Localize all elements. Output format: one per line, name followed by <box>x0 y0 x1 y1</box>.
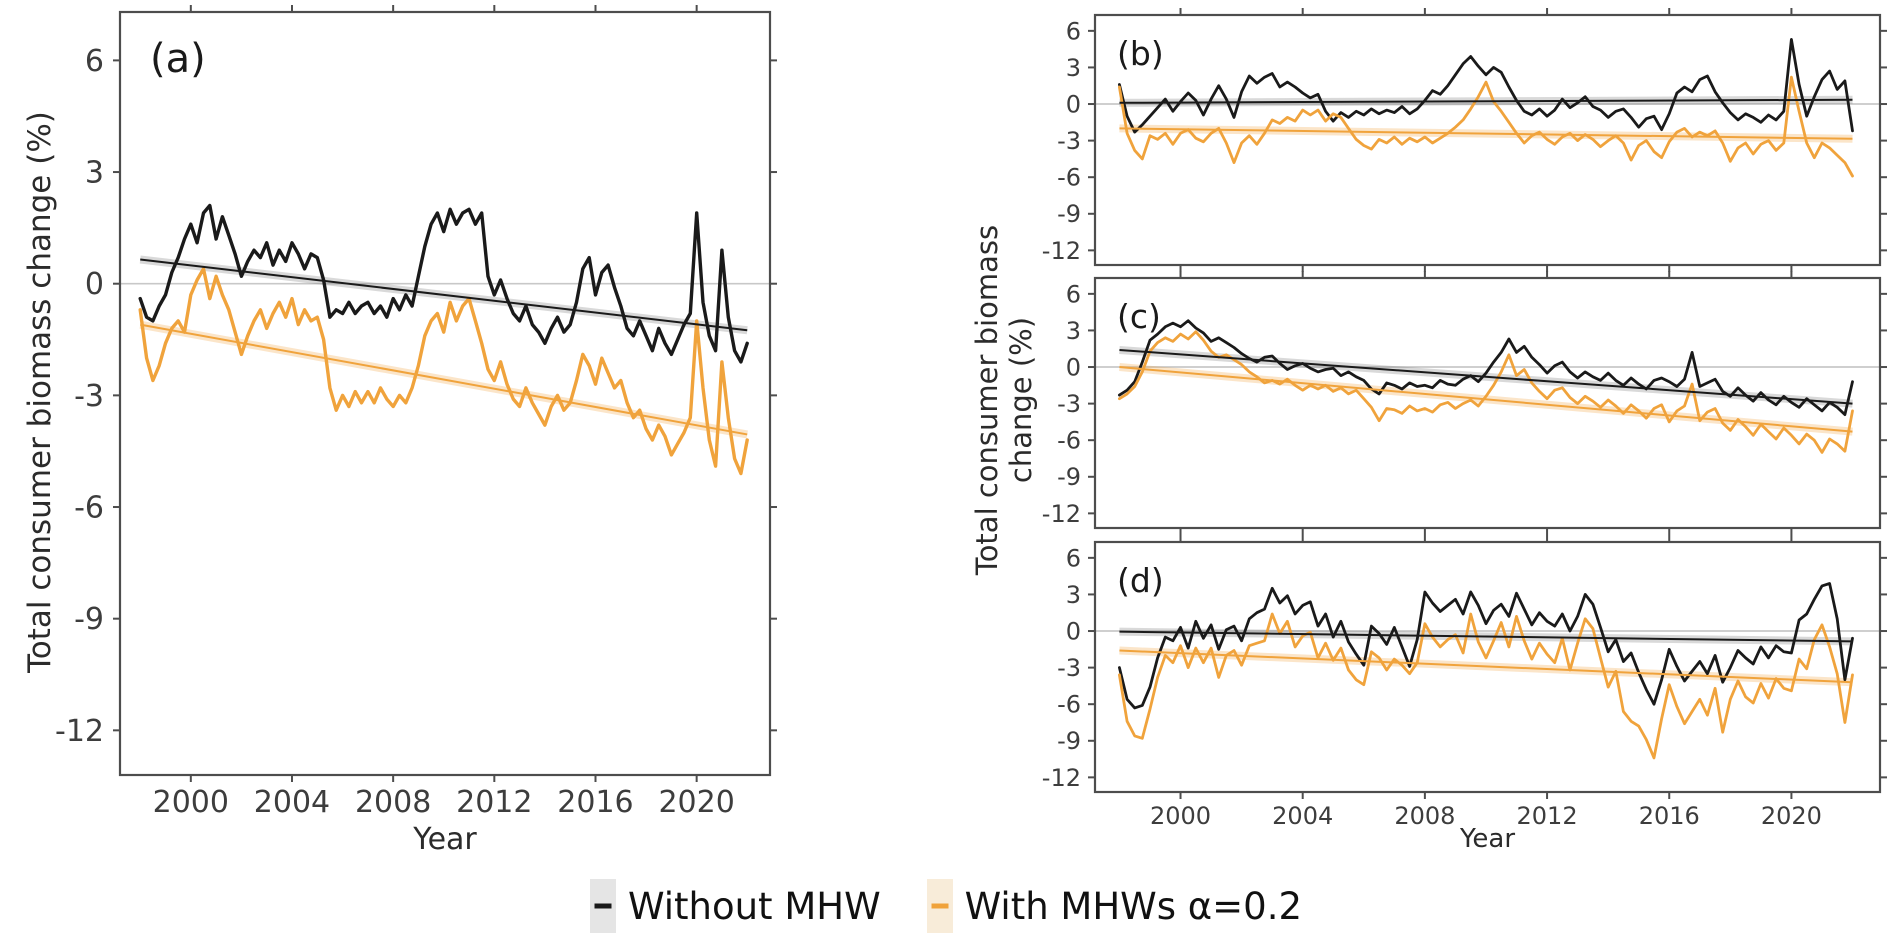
x-tick-label: 2004 <box>254 785 330 820</box>
panel-letter: (d) <box>1117 561 1164 600</box>
legend-label-without-mhw: Without MHW <box>627 884 881 928</box>
x-axis-label-left: Year <box>413 822 477 857</box>
series-with-mhws-line <box>1117 75 1854 178</box>
trend-with-mhws-line <box>1119 649 1853 684</box>
x-tick-label: 2008 <box>355 785 431 820</box>
panel-letter: (b) <box>1117 34 1164 73</box>
series-without-mhw-line <box>1117 319 1854 417</box>
x-tick-label: 2016 <box>557 785 633 820</box>
y-tick-label: 6 <box>1066 280 1081 308</box>
x-tick-label: 2012 <box>1517 802 1578 830</box>
trend-without-mhw-line <box>140 258 748 332</box>
y-tick-label: 0 <box>1066 90 1081 118</box>
x-tick-label: 2000 <box>153 785 229 820</box>
y-tick-label: -12 <box>1042 764 1081 792</box>
y-tick-label: -6 <box>1057 691 1081 719</box>
y-tick-label: -3 <box>1057 390 1081 418</box>
right-y-axis-label-line2: change (%) <box>1004 316 1038 484</box>
y-tick-label: 3 <box>1066 317 1081 345</box>
series-with-mhws-line <box>138 267 749 476</box>
legend-key-with-mhws-icon <box>926 879 953 933</box>
y-tick-label: 6 <box>1066 544 1081 572</box>
trend-without-mhw-line <box>1119 630 1853 643</box>
y-tick-label: -9 <box>1057 200 1081 228</box>
x-tick-label: 2016 <box>1639 802 1700 830</box>
y-tick-label: -3 <box>1057 127 1081 155</box>
trend-with-mhws-line <box>1119 127 1853 140</box>
y-tick-label: -12 <box>1042 237 1081 265</box>
series-with-mhws-line <box>1117 612 1854 760</box>
right-y-axis-label-line1: Total consumer biomass <box>969 224 1004 576</box>
y-tick-label: -3 <box>74 379 104 414</box>
x-tick-label: 2000 <box>1150 802 1211 830</box>
y-tick-label: -9 <box>1057 727 1081 755</box>
y-tick-label: -6 <box>74 491 104 526</box>
trend-without-mhw-line <box>1119 98 1853 104</box>
series-without-mhw-line <box>138 203 749 364</box>
legend-line-without-mhw-icon <box>594 903 612 909</box>
y-tick-label: 0 <box>85 267 104 302</box>
panel-letter: (c) <box>1117 297 1161 336</box>
x-tick-label: 2020 <box>658 785 734 820</box>
legend: Without MHW With MHWs α=0.2 <box>0 866 1892 946</box>
legend-item-with-mhws: With MHWs α=0.2 <box>926 879 1303 933</box>
y-tick-label: -6 <box>1057 427 1081 455</box>
y-tick-label: 3 <box>1066 581 1081 609</box>
legend-line-with-mhws-icon <box>931 903 949 909</box>
y-tick-label: 6 <box>85 44 104 79</box>
x-tick-label: 2012 <box>456 785 532 820</box>
y-tick-label: -3 <box>1057 654 1081 682</box>
legend-item-without-mhw: Without MHW <box>589 879 881 933</box>
y-tick-label: -9 <box>74 602 104 637</box>
x-tick-label: 2008 <box>1394 802 1455 830</box>
legend-label-with-mhws: With MHWs α=0.2 <box>964 884 1303 928</box>
y-tick-label: 3 <box>1066 54 1081 82</box>
series-without-mhw-line <box>1117 38 1854 134</box>
panel-a-chart: 2000 2004 2008 2012 2016 2020 6 3 0 -3 -6 -9 -12 (a) <box>55 5 777 820</box>
y-tick-label: 0 <box>1066 617 1081 645</box>
series-without-mhw-line <box>1117 582 1854 710</box>
y-tick-label: -12 <box>1042 500 1081 528</box>
panel-frame <box>118 10 772 777</box>
y-tick-label: -12 <box>55 714 104 749</box>
y-tick-label: 3 <box>85 156 104 191</box>
y-tick-label: -9 <box>1057 463 1081 491</box>
trend-with-mhws-line <box>1119 366 1853 433</box>
x-tick-label: 2020 <box>1761 802 1822 830</box>
y-tick-label: -6 <box>1057 164 1081 192</box>
legend-key-without-mhw-icon <box>589 879 616 933</box>
trend-with-mhws-line <box>140 323 748 436</box>
y-tick-label: 6 <box>1066 17 1081 45</box>
x-tick-label: 2004 <box>1272 802 1333 830</box>
trend-without-mhw-line <box>1119 348 1853 405</box>
series-with-mhws-line <box>1117 330 1854 454</box>
right-y-axis-label: Total consumer biomass change (%) <box>970 225 1038 575</box>
x-axis-label-right: Year <box>1459 824 1516 854</box>
panel-letter: (a) <box>150 36 206 82</box>
panels-bcd-chart: 6 3 0 -3 -6 -9 -12 (b) 6 3 0 -3 -6 -9 -12 (c) 2000 2004 20… <box>1042 8 1887 830</box>
y-tick-label: 0 <box>1066 353 1081 381</box>
